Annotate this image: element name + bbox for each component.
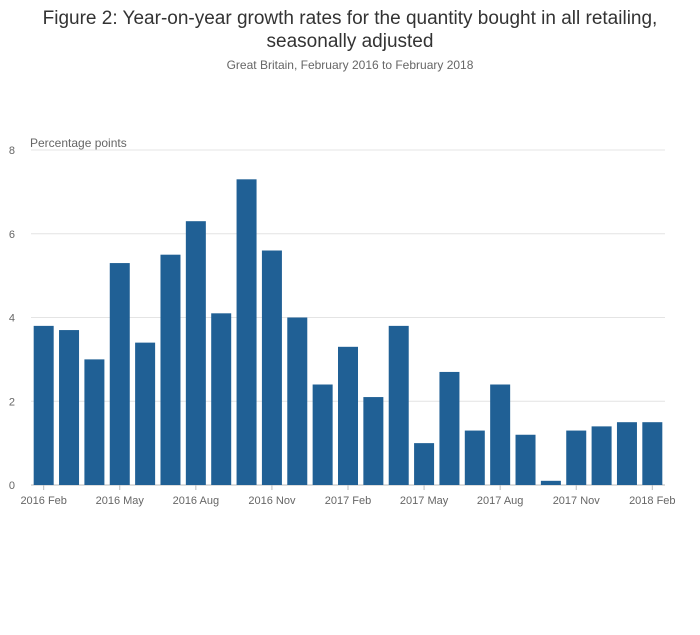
- bar-2017-may: [414, 443, 435, 485]
- y-tick-label: 4: [9, 313, 15, 325]
- bar-2017-oct: [540, 480, 561, 485]
- y-tick-label: 6: [9, 229, 15, 241]
- x-tick-label: 2016 Aug: [173, 495, 220, 507]
- bar-2016-nov: [261, 250, 282, 485]
- bar-2017-dec: [591, 426, 612, 485]
- y-axis-label: Percentage points: [30, 136, 127, 150]
- bar-2016-jul: [160, 254, 181, 485]
- bar-2016-sep: [211, 313, 232, 485]
- bar-2016-feb: [33, 325, 54, 485]
- bar-2018-jan: [616, 422, 637, 485]
- bar-2017-jul: [464, 430, 485, 485]
- bar-2017-nov: [566, 430, 587, 485]
- x-tick-label: 2016 May: [96, 495, 145, 507]
- bar-2017-jan: [312, 384, 333, 485]
- bar-2017-jun: [439, 371, 460, 485]
- bar-2016-aug: [185, 221, 206, 485]
- x-tick-label: 2017 May: [400, 495, 449, 507]
- x-tick-label: 2016 Nov: [248, 495, 296, 507]
- bar-2017-feb: [338, 346, 358, 485]
- x-tick-label: 2017 Aug: [477, 495, 524, 507]
- bar-2017-apr: [388, 325, 409, 485]
- chart-subtitle: Great Britain, February 2016 to February…: [226, 58, 474, 72]
- y-tick-label: 8: [9, 145, 15, 157]
- x-tick-label: 2017 Feb: [325, 495, 371, 507]
- bar-2017-sep: [515, 434, 536, 485]
- bar-2018-feb: [642, 422, 663, 485]
- bar-2016-oct: [236, 179, 257, 485]
- y-tick-label: 0: [9, 480, 15, 492]
- bar-2017-aug: [490, 384, 511, 485]
- bar-2016-jun: [135, 342, 156, 485]
- x-tick-label: 2018 Feb: [629, 495, 675, 507]
- y-tick-label: 2: [9, 396, 15, 408]
- x-tick-label: 2017 Nov: [553, 495, 601, 507]
- chart-title: Figure 2: Year-on-year growth rates for …: [42, 8, 658, 52]
- x-tick-label: 2016 Feb: [20, 495, 66, 507]
- bar-2016-dec: [287, 317, 308, 485]
- bar-2017-mar: [363, 397, 384, 485]
- bar-2016-may: [109, 263, 130, 485]
- bar-2016-apr: [84, 359, 105, 485]
- bar-2016-mar: [59, 330, 80, 485]
